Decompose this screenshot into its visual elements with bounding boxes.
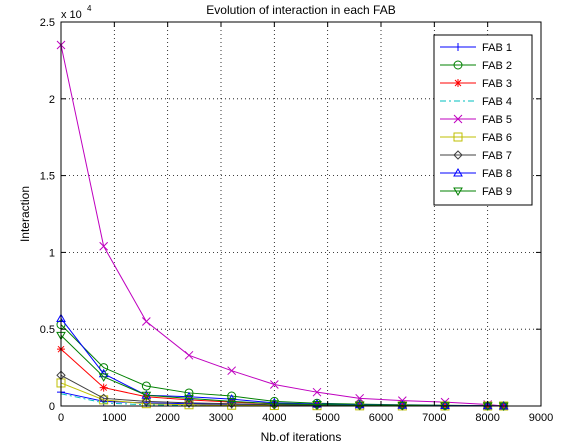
legend-label: FAB 6 <box>482 132 512 144</box>
marker-cross <box>141 317 151 326</box>
marker-circle <box>99 363 109 373</box>
marker-square <box>184 400 194 410</box>
marker-triangle-up <box>453 167 463 177</box>
grid <box>61 22 541 406</box>
legend-item: FAB 7 <box>440 150 512 162</box>
legend-label: FAB 8 <box>482 168 512 180</box>
marker-square <box>99 395 109 405</box>
x-tick-label: 7000 <box>422 412 446 424</box>
marker-cross <box>184 350 194 360</box>
legend-label: FAB 5 <box>482 114 512 126</box>
marker-circle <box>453 60 463 70</box>
legend-item: FAB 2 <box>440 60 512 72</box>
marker-triangle-up <box>397 400 408 409</box>
x-tick-label: 3000 <box>209 412 233 424</box>
legend-box <box>433 34 533 206</box>
legend-item: FAB 9 <box>440 186 512 198</box>
marker-triangle-up <box>354 399 365 409</box>
marker-triangle-down <box>453 187 463 197</box>
marker-asterisk <box>454 79 462 87</box>
x-tick-label: 0 <box>58 412 64 424</box>
legend-label: FAB 1 <box>482 42 512 54</box>
marker-plus <box>454 43 462 51</box>
x-tick-label: 2000 <box>155 412 179 424</box>
ticks <box>60 21 542 407</box>
series-line <box>60 44 504 407</box>
legend-label: FAB 9 <box>482 186 512 198</box>
plot-frame <box>60 21 542 407</box>
marker-triangle-down <box>226 397 237 407</box>
x-tick-label: 1000 <box>102 412 126 424</box>
marker-cross <box>453 114 463 124</box>
legend-item: FAB 6 <box>440 132 512 144</box>
legend-item: FAB 5 <box>440 114 512 126</box>
x-tick-label: 6000 <box>369 412 393 424</box>
marker-asterisk <box>99 383 108 392</box>
legend-item: FAB 3 <box>440 78 512 90</box>
marker-cross <box>312 387 322 397</box>
y-tick-label: 0.5 <box>40 324 55 336</box>
legend-label: FAB 3 <box>482 78 512 90</box>
marker-triangle-up <box>184 391 194 401</box>
legend-item: FAB 8 <box>440 167 512 180</box>
legend-label: FAB 2 <box>482 60 512 72</box>
x-tick-label: 9000 <box>529 412 553 424</box>
y-tick-labels: 0 0.5 1 1.5 2 2.5 <box>40 17 55 413</box>
y-tick-label: 0 <box>49 401 55 413</box>
marker-triangle-down <box>269 400 280 409</box>
y-tick-label: 2 <box>49 94 55 106</box>
marker-triangle-up <box>440 400 450 410</box>
x-tick-label: 5000 <box>315 412 339 424</box>
marker-triangle-down <box>312 400 322 410</box>
marker-circle <box>141 381 151 391</box>
y-multiplier-label: x 10 <box>61 9 82 21</box>
marker-cross <box>269 380 279 389</box>
legend-item: FAB 1 <box>440 42 512 54</box>
x-tick-labels: 0 1000 2000 3000 4000 5000 6000 7000 8000 9000 <box>58 412 553 424</box>
marker-triangle-down <box>141 391 152 401</box>
y-tick-label: 1 <box>49 247 55 259</box>
x-tick-label: 8000 <box>475 412 499 424</box>
legend-item: FAB 4 <box>440 96 512 108</box>
legend-label: FAB 7 <box>482 150 512 162</box>
marker-triangle-up <box>482 400 493 410</box>
chart-title: Evolution of interaction in each FAB <box>206 3 395 17</box>
marker-cross <box>355 393 365 403</box>
y-tick-label: 1.5 <box>40 171 55 183</box>
y-axis-label: Interaction <box>18 186 32 242</box>
marker-triangle-down <box>98 373 109 382</box>
x-tick-label: 4000 <box>262 412 286 424</box>
marker-triangle-down <box>184 394 194 404</box>
y-tick-label: 2.5 <box>40 17 55 29</box>
marker-square <box>453 132 463 142</box>
marker-diamond <box>98 393 109 404</box>
marker-cross <box>227 366 237 376</box>
legend: FAB 1 FAB 2 FAB 3 FAB 4 FAB 5 FAB 6 FAB 7 FAB 8… <box>433 34 533 206</box>
legend-label: FAB 4 <box>482 96 512 108</box>
y-multiplier-exponent: 4 <box>87 4 92 13</box>
x-axis-label: Nb.of iterations <box>261 430 342 444</box>
marker-diamond <box>141 396 152 407</box>
marker-cross <box>99 241 109 251</box>
marker-diamond <box>184 398 194 408</box>
marker-diamond <box>453 150 463 160</box>
marker-triangle-up <box>312 398 322 408</box>
